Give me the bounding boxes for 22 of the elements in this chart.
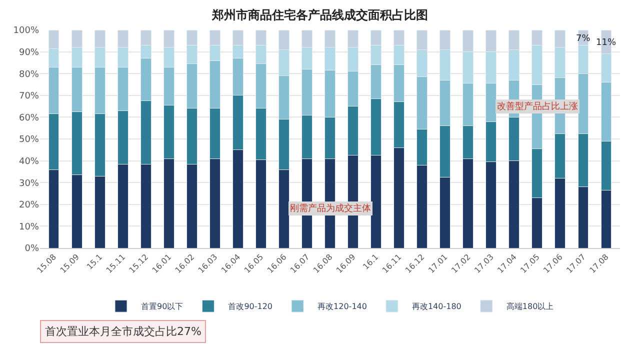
y-tick-label: 80% [18,70,40,80]
annotation: 刚需产品为成交主体 [290,203,371,214]
legend-label: 再改120-140 [318,302,367,312]
legend-label: 首改90-120 [228,302,273,312]
text: 首次置业本月全市成交占比27% [45,325,202,338]
y-tick-label: 30% [18,178,40,189]
y-tick-label: 0% [24,244,40,254]
y-tick-label: 100% [13,26,40,36]
chart-title: 郑州市商品住宅各产品线成交面积占比图 [211,8,428,22]
y-tick-label: 20% [18,200,40,211]
legend-label: 高端180以上 [506,302,554,312]
y-tick-label: 70% [18,92,40,102]
annotation: 7% [576,34,591,44]
legend-label: 首置90以下 [141,302,184,312]
legend-label: 再改140-180 [412,302,462,312]
annotation: 11% [596,38,616,48]
y-tick-label: 10% [18,222,40,232]
y-tick-label: 40% [18,156,40,167]
annotation: 改善型产品占比上涨 [497,101,578,112]
y-tick-label: 50% [18,135,40,146]
y-tick-label: 60% [18,113,40,124]
y-tick-label: 90% [18,48,40,58]
